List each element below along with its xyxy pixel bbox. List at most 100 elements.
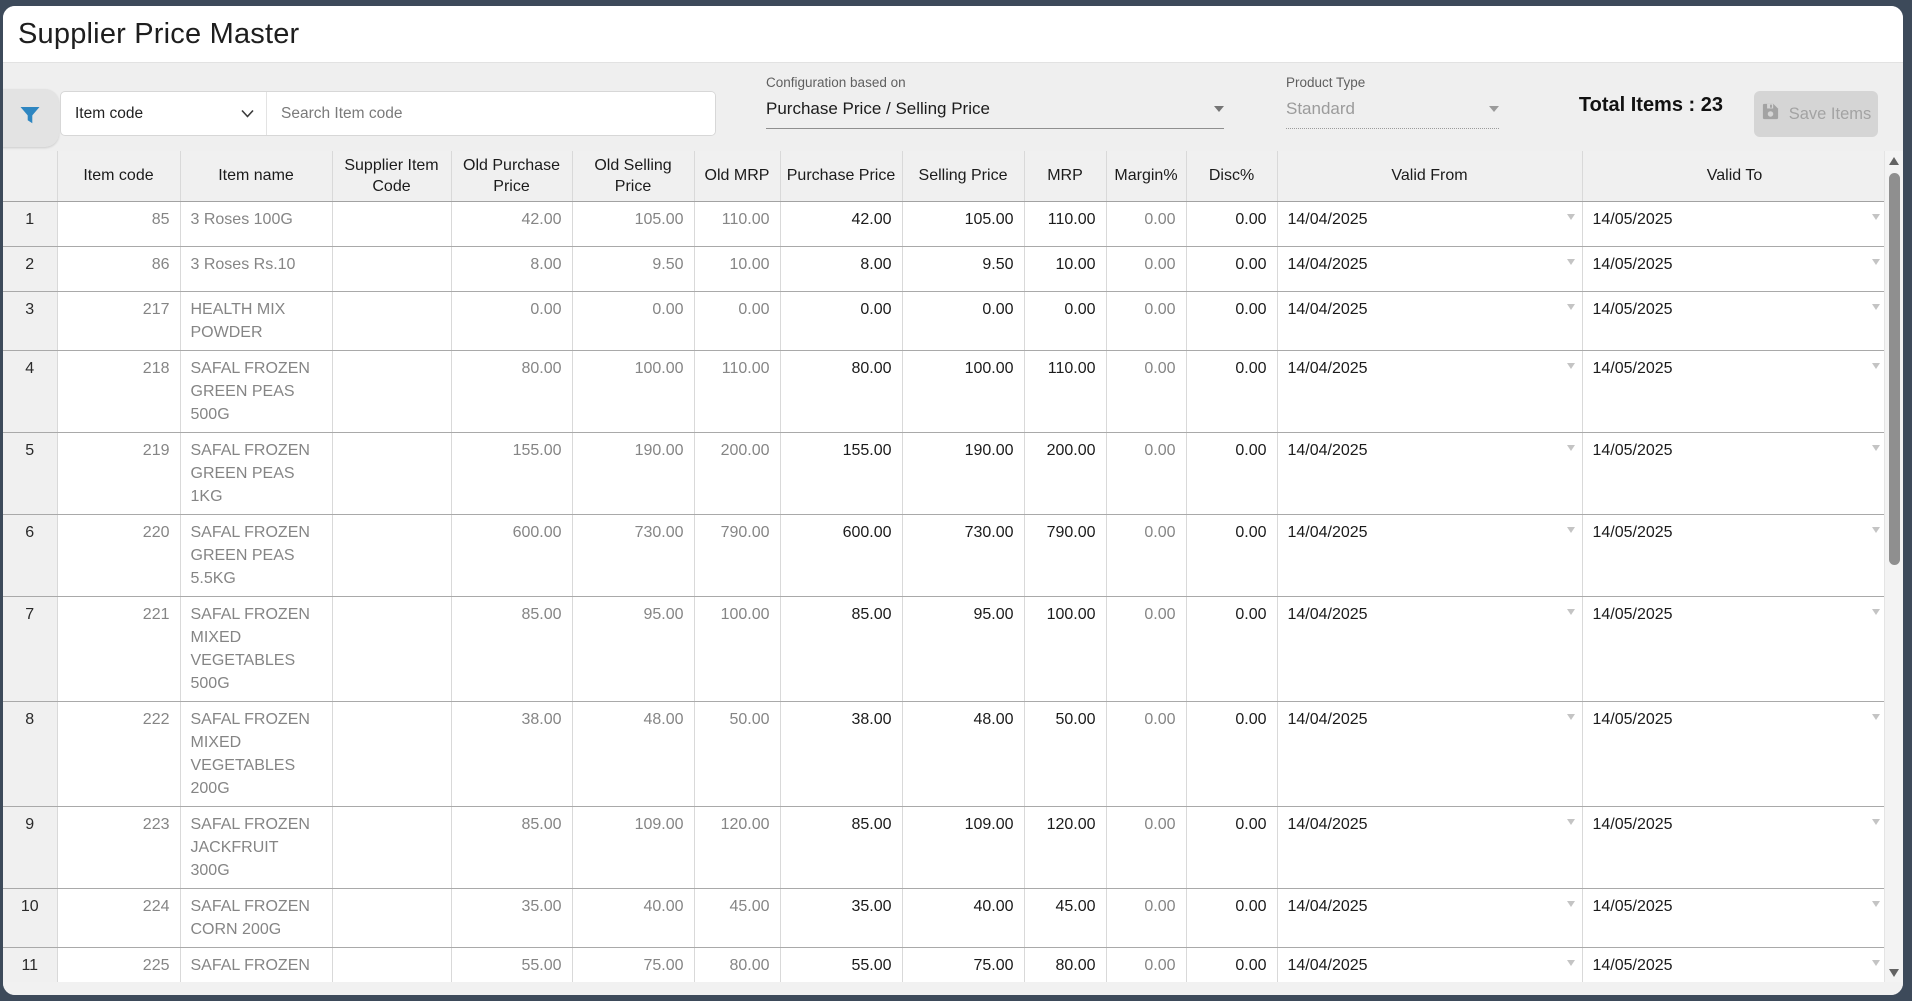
discount-percent-cell[interactable]: 0.00	[1186, 201, 1277, 246]
selling-price-cell[interactable]: 48.00	[902, 701, 1024, 806]
valid-from-cell[interactable]: 14/04/2025	[1277, 806, 1582, 888]
selling-price-cell[interactable]: 95.00	[902, 596, 1024, 701]
valid-to-cell[interactable]: 14/05/2025	[1582, 350, 1884, 432]
purchase-price-cell[interactable]: 8.00	[780, 246, 902, 291]
supplier-item-code-cell[interactable]	[332, 350, 451, 432]
triangle-down-icon[interactable]	[1872, 960, 1880, 966]
supplier-item-code-cell[interactable]	[332, 947, 451, 982]
scroll-down-arrow-icon[interactable]	[1889, 969, 1899, 977]
triangle-down-icon[interactable]	[1872, 527, 1880, 533]
triangle-down-icon[interactable]	[1872, 214, 1880, 220]
configuration-select[interactable]: Configuration based on Purchase Price / …	[766, 75, 1224, 129]
valid-to-cell[interactable]: 14/05/2025	[1582, 201, 1884, 246]
purchase-price-cell[interactable]: 0.00	[780, 291, 902, 350]
purchase-price-cell[interactable]: 42.00	[780, 201, 902, 246]
selling-price-cell[interactable]: 105.00	[902, 201, 1024, 246]
valid-to-cell[interactable]: 14/05/2025	[1582, 806, 1884, 888]
valid-to-cell[interactable]: 14/05/2025	[1582, 888, 1884, 947]
search-input[interactable]	[267, 92, 715, 135]
supplier-item-code-cell[interactable]	[332, 806, 451, 888]
triangle-down-icon[interactable]	[1567, 960, 1575, 966]
mrp-cell[interactable]: 10.00	[1024, 246, 1106, 291]
selling-price-cell[interactable]: 109.00	[902, 806, 1024, 888]
valid-from-cell[interactable]: 14/04/2025	[1277, 350, 1582, 432]
triangle-down-icon[interactable]	[1872, 819, 1880, 825]
discount-percent-cell[interactable]: 0.00	[1186, 291, 1277, 350]
valid-from-cell[interactable]: 14/04/2025	[1277, 201, 1582, 246]
purchase-price-cell[interactable]: 600.00	[780, 514, 902, 596]
valid-from-cell[interactable]: 14/04/2025	[1277, 432, 1582, 514]
triangle-down-icon[interactable]	[1567, 259, 1575, 265]
triangle-down-icon[interactable]	[1567, 304, 1575, 310]
selling-price-cell[interactable]: 9.50	[902, 246, 1024, 291]
mrp-cell[interactable]: 110.00	[1024, 350, 1106, 432]
valid-from-cell[interactable]: 14/04/2025	[1277, 246, 1582, 291]
mrp-cell[interactable]: 0.00	[1024, 291, 1106, 350]
valid-from-cell[interactable]: 14/04/2025	[1277, 514, 1582, 596]
discount-percent-cell[interactable]: 0.00	[1186, 350, 1277, 432]
scroll-up-arrow-icon[interactable]	[1889, 157, 1899, 165]
triangle-down-icon[interactable]	[1872, 445, 1880, 451]
discount-percent-cell[interactable]: 0.00	[1186, 246, 1277, 291]
valid-to-cell[interactable]: 14/05/2025	[1582, 596, 1884, 701]
selling-price-cell[interactable]: 40.00	[902, 888, 1024, 947]
selling-price-cell[interactable]: 190.00	[902, 432, 1024, 514]
triangle-down-icon[interactable]	[1567, 714, 1575, 720]
supplier-item-code-cell[interactable]	[332, 888, 451, 947]
supplier-item-code-cell[interactable]	[332, 514, 451, 596]
selling-price-cell[interactable]: 75.00	[902, 947, 1024, 982]
valid-from-cell[interactable]: 14/04/2025	[1277, 596, 1582, 701]
triangle-down-icon[interactable]	[1567, 445, 1575, 451]
mrp-cell[interactable]: 120.00	[1024, 806, 1106, 888]
mrp-cell[interactable]: 45.00	[1024, 888, 1106, 947]
valid-to-cell[interactable]: 14/05/2025	[1582, 514, 1884, 596]
triangle-down-icon[interactable]	[1567, 363, 1575, 369]
purchase-price-cell[interactable]: 155.00	[780, 432, 902, 514]
supplier-item-code-cell[interactable]	[332, 246, 451, 291]
valid-to-cell[interactable]: 14/05/2025	[1582, 291, 1884, 350]
triangle-down-icon[interactable]	[1872, 609, 1880, 615]
supplier-item-code-cell[interactable]	[332, 291, 451, 350]
valid-from-cell[interactable]: 14/04/2025	[1277, 701, 1582, 806]
supplier-item-code-cell[interactable]	[332, 701, 451, 806]
discount-percent-cell[interactable]: 0.00	[1186, 596, 1277, 701]
supplier-item-code-cell[interactable]	[332, 432, 451, 514]
selling-price-cell[interactable]: 100.00	[902, 350, 1024, 432]
horizontal-scrollbar-track[interactable]	[3, 982, 1903, 995]
supplier-item-code-cell[interactable]	[332, 596, 451, 701]
valid-to-cell[interactable]: 14/05/2025	[1582, 947, 1884, 982]
triangle-down-icon[interactable]	[1872, 259, 1880, 265]
purchase-price-cell[interactable]: 80.00	[780, 350, 902, 432]
triangle-down-icon[interactable]	[1567, 214, 1575, 220]
purchase-price-cell[interactable]: 38.00	[780, 701, 902, 806]
discount-percent-cell[interactable]: 0.00	[1186, 888, 1277, 947]
triangle-down-icon[interactable]	[1567, 527, 1575, 533]
discount-percent-cell[interactable]: 0.00	[1186, 514, 1277, 596]
valid-from-cell[interactable]: 14/04/2025	[1277, 291, 1582, 350]
triangle-down-icon[interactable]	[1567, 609, 1575, 615]
purchase-price-cell[interactable]: 35.00	[780, 888, 902, 947]
purchase-price-cell[interactable]: 85.00	[780, 596, 902, 701]
purchase-price-cell[interactable]: 85.00	[780, 806, 902, 888]
triangle-down-icon[interactable]	[1567, 901, 1575, 907]
mrp-cell[interactable]: 80.00	[1024, 947, 1106, 982]
selling-price-cell[interactable]: 0.00	[902, 291, 1024, 350]
mrp-cell[interactable]: 100.00	[1024, 596, 1106, 701]
valid-from-cell[interactable]: 14/04/2025	[1277, 888, 1582, 947]
mrp-cell[interactable]: 790.00	[1024, 514, 1106, 596]
vertical-scrollbar[interactable]	[1884, 151, 1903, 982]
mrp-cell[interactable]: 50.00	[1024, 701, 1106, 806]
triangle-down-icon[interactable]	[1872, 363, 1880, 369]
valid-to-cell[interactable]: 14/05/2025	[1582, 701, 1884, 806]
selling-price-cell[interactable]: 730.00	[902, 514, 1024, 596]
discount-percent-cell[interactable]: 0.00	[1186, 806, 1277, 888]
search-field-select[interactable]: Item code	[61, 92, 267, 135]
triangle-down-icon[interactable]	[1872, 901, 1880, 907]
triangle-down-icon[interactable]	[1872, 304, 1880, 310]
product-type-select[interactable]: Product Type Standard	[1286, 75, 1499, 129]
filter-button[interactable]	[3, 89, 59, 147]
triangle-down-icon[interactable]	[1872, 714, 1880, 720]
valid-from-cell[interactable]: 14/04/2025	[1277, 947, 1582, 982]
discount-percent-cell[interactable]: 0.00	[1186, 947, 1277, 982]
valid-to-cell[interactable]: 14/05/2025	[1582, 432, 1884, 514]
